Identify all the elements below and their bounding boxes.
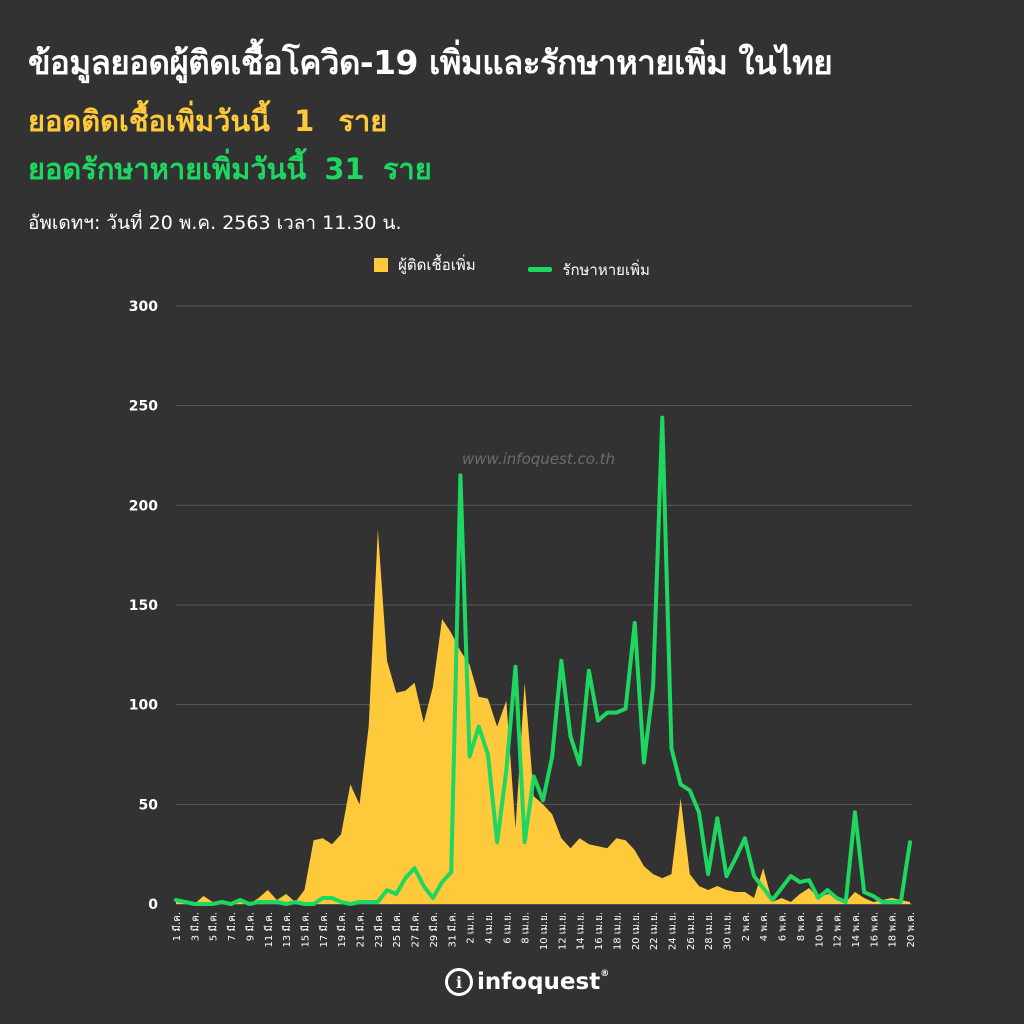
x-tick-label: 12 เม.ย. xyxy=(557,912,568,950)
legend-swatch-infected xyxy=(374,258,389,272)
recovered-today: ยอดรักษาหายเพิ่มวันนี้ 31 ราย xyxy=(28,146,432,192)
watermark: www.infoquest.co.th xyxy=(462,450,616,468)
x-tick-label: 3 มี.ค. xyxy=(189,912,201,941)
x-tick-label: 4 พ.ค. xyxy=(759,912,770,941)
y-tick-label: 300 xyxy=(129,299,158,315)
x-tick-label: 25 มี.ค. xyxy=(391,912,403,948)
x-tick-label: 6 เม.ย. xyxy=(502,912,513,944)
infected-value: 1 xyxy=(294,104,315,138)
x-tick-label: 12 พ.ค. xyxy=(833,912,844,948)
x-tick-label: 11 มี.ค. xyxy=(263,912,275,948)
x-tick-label: 13 มี.ค. xyxy=(281,912,293,948)
logo-mark: i xyxy=(445,968,473,996)
x-tick-label: 18 เม.ย. xyxy=(612,912,623,950)
x-tick-label: 29 มี.ค. xyxy=(428,912,440,948)
x-tick-label: 2 เม.ย. xyxy=(466,912,477,944)
x-tick-label: 19 มี.ค. xyxy=(336,912,348,948)
x-tick-label: 6 พ.ค. xyxy=(778,912,789,941)
x-tick-label: 18 พ.ค. xyxy=(888,912,899,948)
x-tick-label: 23 มี.ค. xyxy=(373,912,385,948)
x-tick-label: 10 เม.ย. xyxy=(539,912,550,950)
y-tick-label: 150 xyxy=(129,598,158,614)
infected-label: ยอดติดเชื้อเพิ่มวันนี้ xyxy=(28,104,270,138)
x-tick-label: 14 พ.ค. xyxy=(851,912,862,948)
page-title: ข้อมูลยอดผู้ติดเชื้อโควิด-19 เพิ่มและรัก… xyxy=(28,43,833,82)
legend-swatch-recovered xyxy=(528,267,553,272)
x-tick-label: 10 พ.ค. xyxy=(814,912,825,948)
y-tick-label: 100 xyxy=(129,698,158,714)
update-timestamp: อัพเดทฯ: วันที่ 20 พ.ค. 2563 เวลา 11.30 … xyxy=(28,212,402,234)
x-tick-label: 16 พ.ค. xyxy=(869,912,880,948)
x-tick-label: 1 มี.ค. xyxy=(171,912,183,941)
x-tick-label: 8 พ.ค. xyxy=(796,912,807,941)
legend-label-recovered: รักษาหายเพิ่ม xyxy=(562,260,650,279)
x-tick-label: 16 เม.ย. xyxy=(594,912,605,950)
recovered-unit: ราย xyxy=(382,152,432,186)
y-tick-label: 50 xyxy=(139,797,159,813)
x-tick-label: 8 เม.ย. xyxy=(521,912,532,944)
legend-label-infected: ผู้ติดเชื้อเพิ่ม xyxy=(398,256,476,274)
x-tick-label: 28 เม.ย. xyxy=(704,912,715,950)
x-tick-label: 22 เม.ย. xyxy=(649,912,660,950)
y-tick-label: 200 xyxy=(129,498,158,514)
infected-unit: ราย xyxy=(338,104,388,138)
recovered-label: ยอดรักษาหายเพิ่มวันนี้ xyxy=(28,152,307,186)
y-tick-label: 250 xyxy=(129,399,158,415)
x-tick-label: 17 มี.ค. xyxy=(318,912,330,948)
x-tick-label: 14 เม.ย. xyxy=(576,912,587,950)
x-tick-label: 9 มี.ค. xyxy=(244,912,256,941)
legend-item-infected: ผู้ติดเชื้อเพิ่ม xyxy=(374,253,476,277)
x-tick-label: 7 มี.ค. xyxy=(226,912,238,941)
chart-legend: ผู้ติดเชื้อเพิ่ม รักษาหายเพิ่ม xyxy=(0,253,1024,282)
x-tick-label: 24 เม.ย. xyxy=(667,912,678,950)
y-tick-label: 0 xyxy=(148,897,158,913)
x-tick-label: 31 มี.ค. xyxy=(446,912,458,948)
x-tick-label: 27 มี.ค. xyxy=(410,912,422,948)
x-tick-label: 2 พ.ค. xyxy=(741,912,752,941)
recovered-value: 31 xyxy=(324,152,365,186)
x-tick-label: 21 มี.ค. xyxy=(355,912,367,948)
x-tick-label: 5 มี.ค. xyxy=(208,912,220,941)
legend-item-recovered: รักษาหายเพิ่ม xyxy=(528,258,650,282)
series-recovered-line xyxy=(174,415,912,906)
series-infected-area xyxy=(176,529,910,904)
infected-today: ยอดติดเชื้อเพิ่มวันนี้ 1 ราย xyxy=(28,98,387,144)
x-tick-label: 26 เม.ย. xyxy=(686,912,697,950)
x-tick-label: 20 เม.ย. xyxy=(631,912,642,950)
x-tick-label: 30 เม.ย. xyxy=(723,912,734,950)
x-tick-label: 15 มี.ค. xyxy=(299,912,311,948)
infoquest-logo: i infoquest® xyxy=(445,968,609,996)
x-tick-label: 4 เม.ย. xyxy=(484,912,495,944)
logo-text: infoquest® xyxy=(477,969,610,995)
x-tick-label: 20 พ.ค. xyxy=(906,912,917,948)
